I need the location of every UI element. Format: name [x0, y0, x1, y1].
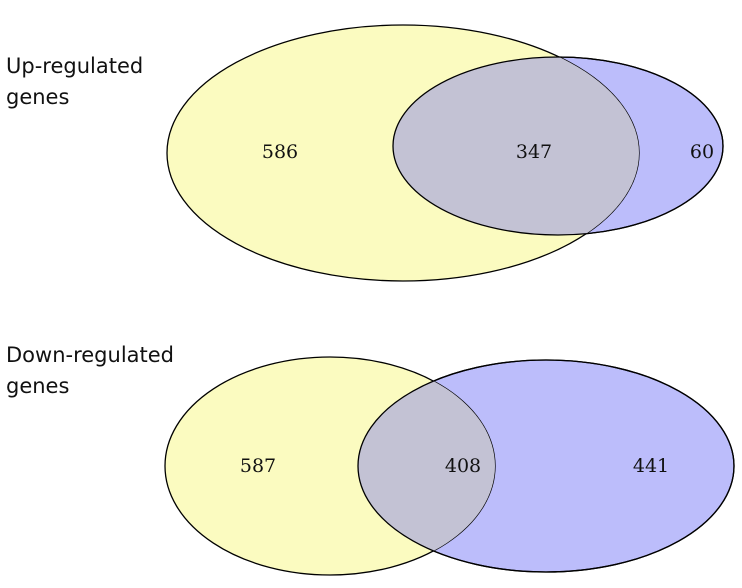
down-overlap-count: 408	[445, 455, 481, 477]
up-overlap-region	[393, 57, 639, 235]
up-regulated-venn: 586 347 60	[166, 24, 724, 282]
up-only-a-count: 586	[262, 141, 298, 163]
up-regulated-label: Up-regulated genes	[6, 54, 144, 109]
down-regulated-label: Down-regulated genes	[6, 343, 174, 398]
up-overlap-count: 347	[516, 141, 552, 163]
up-only-b-count: 60	[690, 141, 714, 163]
down-set-b-outline	[357, 359, 735, 573]
up-set-b-outline	[392, 56, 724, 236]
down-regulated-venn: 587 408 441	[164, 356, 735, 576]
down-overlap-region	[358, 360, 495, 572]
down-only-a-count: 587	[240, 455, 276, 477]
down-only-b-count: 441	[633, 455, 669, 477]
